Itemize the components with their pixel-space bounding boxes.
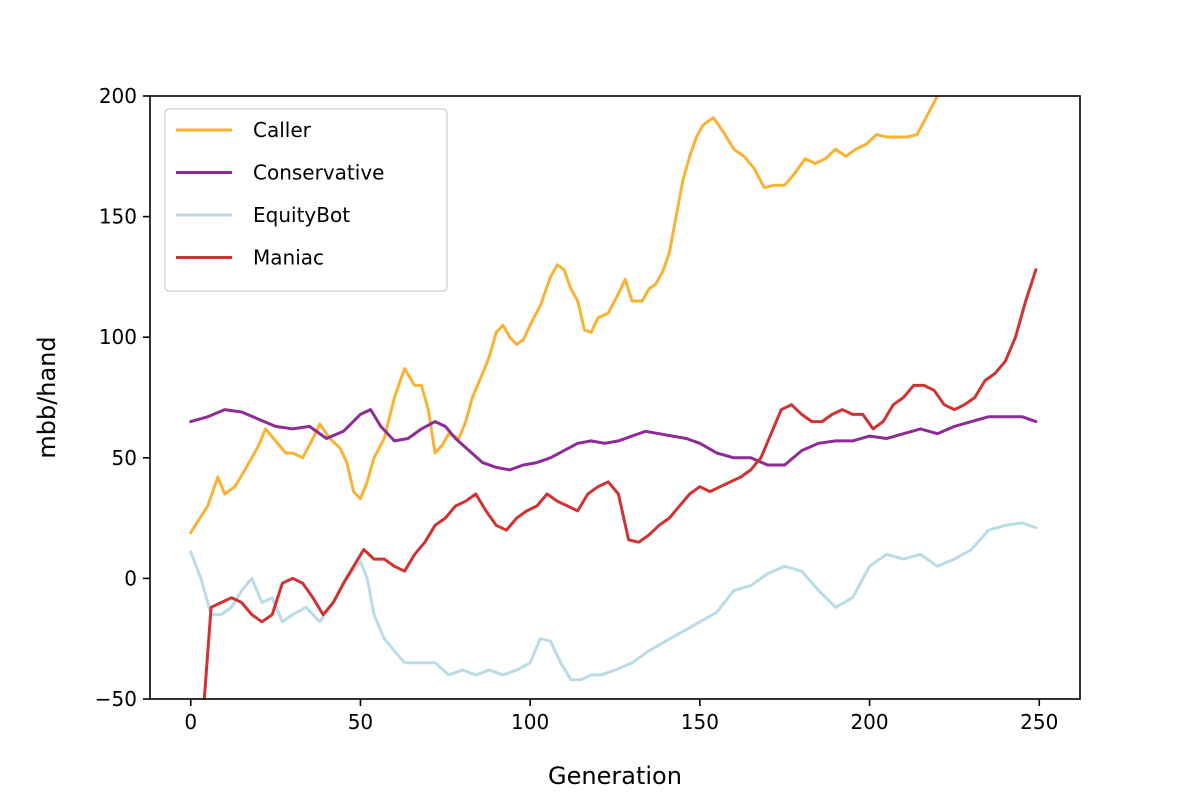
legend-label-caller: Caller bbox=[253, 118, 312, 142]
legend-box bbox=[164, 108, 448, 292]
legend-label-maniac: Maniac bbox=[253, 246, 324, 270]
y-tick-label: −50 bbox=[95, 687, 137, 711]
legend-label-conservative: Conservative bbox=[253, 161, 384, 185]
axes-frame bbox=[149, 95, 1081, 700]
series-line-maniac bbox=[202, 268, 1038, 699]
series-line-equitybot bbox=[189, 521, 1038, 682]
x-tick-label: 200 bbox=[850, 710, 888, 734]
y-tick-label: 100 bbox=[99, 325, 137, 349]
y-tick-label: 150 bbox=[99, 205, 137, 229]
y-axis-label: mbb/hand bbox=[33, 336, 61, 458]
x-tick-label: 100 bbox=[511, 710, 549, 734]
legend: Caller Conservative EquityBot Maniac bbox=[164, 108, 448, 292]
y-tick-label: 0 bbox=[124, 566, 137, 590]
series-layer bbox=[189, 96, 1038, 699]
x-tick-label: 250 bbox=[1020, 710, 1058, 734]
x-tick-label: 50 bbox=[348, 710, 373, 734]
legend-label-equitybot: EquityBot bbox=[253, 203, 350, 227]
x-tick-label: 150 bbox=[681, 710, 719, 734]
series-line-caller bbox=[189, 96, 939, 535]
x-axis-label: Generation bbox=[548, 762, 682, 790]
x-tick-label: 0 bbox=[184, 710, 197, 734]
x-axis: 0 50 100 150 200 250 bbox=[184, 699, 1058, 734]
y-axis: −50 0 50 100 150 200 bbox=[95, 84, 150, 711]
series-line-conservative bbox=[189, 408, 1038, 472]
y-tick-label: 200 bbox=[99, 84, 137, 108]
y-tick-label: 50 bbox=[112, 446, 137, 470]
